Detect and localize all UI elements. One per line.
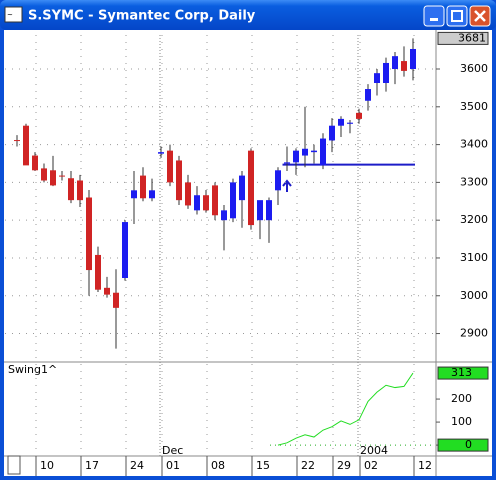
candle-body — [185, 182, 191, 206]
candle-body — [248, 150, 254, 226]
last-price-label: 3681 — [458, 31, 486, 44]
x-tick-label: 01 — [166, 459, 180, 472]
candle-body — [59, 175, 65, 177]
y-tick-label: 3400 — [460, 138, 488, 151]
y-tick-label: 3300 — [460, 175, 488, 188]
period-label: Dec — [162, 444, 183, 457]
x-tick-label: 15 — [256, 459, 270, 472]
candle-body — [194, 195, 200, 211]
candle-body — [320, 138, 326, 166]
title-bar — [0, 0, 496, 30]
y-tick-label: 200 — [451, 392, 472, 405]
scroll-box[interactable] — [7, 455, 21, 475]
y-tick-label: 0 — [465, 438, 472, 451]
candle-body — [257, 200, 263, 221]
maximize-button[interactable] — [446, 5, 468, 27]
candle-body — [104, 287, 110, 295]
signal-arrow — [282, 179, 292, 192]
candle-body — [212, 185, 218, 216]
x-tick-label: 17 — [85, 459, 99, 472]
candle-body — [401, 61, 407, 71]
candle-body — [50, 170, 56, 186]
candle-body — [293, 150, 299, 163]
candle-body — [23, 125, 29, 166]
candle-body — [122, 222, 128, 278]
period-label: 2004 — [360, 444, 388, 457]
candle-body — [131, 190, 137, 199]
candle-body — [113, 292, 119, 308]
candle-body — [68, 178, 74, 201]
minimize-glyph — [430, 18, 438, 21]
y-tick-label: 2900 — [460, 327, 488, 340]
candle-body — [311, 150, 317, 153]
x-tick-label: 24 — [130, 459, 144, 472]
indicator-title: Swing1^ — [8, 363, 57, 376]
chart-area — [4, 30, 492, 476]
y-tick-label: 3600 — [460, 62, 488, 75]
candle-body — [149, 190, 155, 199]
y-tick-label: 3100 — [460, 251, 488, 264]
last-value-label: 313 — [451, 366, 472, 379]
x-tick-label: 08 — [211, 459, 225, 472]
last-price-box — [437, 31, 489, 45]
window-title: S.SYMC - Symantec Corp, Daily — [28, 9, 256, 24]
last-value-box — [437, 366, 489, 380]
candle-body — [221, 210, 227, 221]
candle-body — [374, 73, 380, 83]
candle-body — [167, 150, 173, 183]
candle-body — [347, 122, 353, 124]
candle-body — [32, 155, 38, 171]
candle-body — [140, 175, 146, 199]
candle-body — [203, 195, 209, 211]
app-icon-glyph: ~ — [7, 11, 13, 19]
candle-body — [284, 162, 290, 164]
y-tick-label: 3000 — [460, 289, 488, 302]
candle-body — [275, 170, 281, 191]
close-glyph — [474, 10, 486, 22]
candle-body — [356, 112, 362, 119]
maximize-glyph — [451, 10, 463, 22]
x-tick-label: 10 — [40, 459, 54, 472]
candle-body — [365, 89, 371, 101]
candle-body — [86, 197, 92, 271]
candle-body — [410, 48, 416, 70]
candle-body — [392, 56, 398, 70]
candle-body — [230, 182, 236, 219]
x-tick-label: 12 — [418, 459, 432, 472]
candle-body — [77, 180, 83, 201]
candle-body — [95, 254, 101, 290]
zero-box — [437, 438, 489, 452]
x-tick-label: 02 — [364, 459, 378, 472]
candle-body — [383, 62, 389, 83]
candle-body — [338, 118, 344, 126]
candle-body — [302, 148, 308, 156]
y-tick-label: 100 — [451, 415, 472, 428]
minimize-button[interactable] — [423, 5, 445, 27]
candle-body — [239, 175, 245, 201]
candle-body — [266, 200, 272, 221]
y-tick-label: 3200 — [460, 213, 488, 226]
window-buttons — [423, 5, 491, 27]
candle-body — [158, 152, 164, 154]
candle-body — [41, 168, 47, 181]
x-tick-label: 29 — [337, 459, 351, 472]
candle-body — [329, 125, 335, 141]
candle-body — [14, 140, 20, 142]
candle-body — [176, 160, 182, 201]
app-icon — [4, 6, 23, 23]
y-tick-label: 3500 — [460, 100, 488, 113]
x-tick-label: 22 — [301, 459, 315, 472]
indicator-line — [277, 372, 414, 446]
